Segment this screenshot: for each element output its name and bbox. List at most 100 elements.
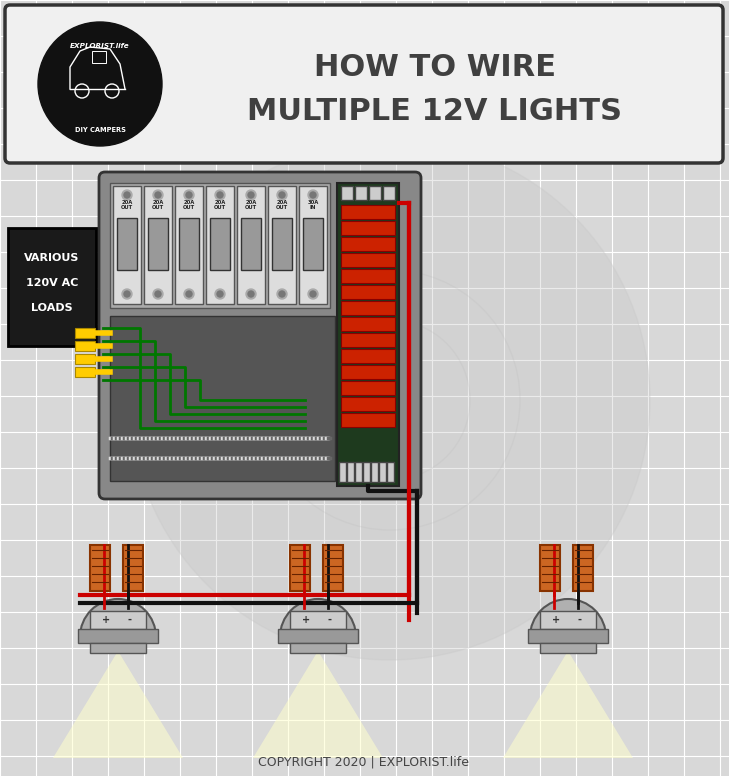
Text: 20A
OUT: 20A OUT: [276, 199, 288, 210]
Circle shape: [155, 291, 161, 297]
Text: HOW TO WIRE: HOW TO WIRE: [314, 54, 556, 82]
Bar: [371, 462, 378, 482]
Bar: [387, 462, 394, 482]
Bar: [78, 629, 158, 643]
Bar: [347, 462, 354, 482]
Text: 20A
OUT: 20A OUT: [183, 199, 195, 210]
Circle shape: [277, 190, 287, 200]
Bar: [113, 186, 141, 304]
Bar: [573, 545, 593, 591]
Circle shape: [215, 289, 225, 299]
Text: +: +: [102, 615, 110, 625]
Circle shape: [186, 192, 192, 198]
Bar: [290, 545, 310, 591]
Bar: [299, 186, 327, 304]
Bar: [117, 218, 137, 270]
Bar: [341, 301, 395, 315]
Circle shape: [153, 289, 163, 299]
Circle shape: [308, 289, 318, 299]
Bar: [272, 218, 292, 270]
FancyBboxPatch shape: [5, 5, 723, 163]
Text: -: -: [578, 615, 582, 625]
Bar: [290, 643, 346, 653]
Circle shape: [279, 192, 285, 198]
Bar: [355, 462, 362, 482]
Bar: [290, 611, 346, 629]
Polygon shape: [503, 651, 633, 758]
Bar: [369, 186, 381, 200]
Bar: [210, 218, 230, 270]
Circle shape: [184, 190, 194, 200]
Circle shape: [153, 190, 163, 200]
Bar: [363, 462, 370, 482]
Wedge shape: [530, 599, 606, 637]
Bar: [341, 253, 395, 267]
Bar: [8, 228, 96, 346]
Bar: [303, 218, 323, 270]
Bar: [341, 317, 395, 331]
Bar: [323, 545, 343, 591]
Text: +: +: [302, 615, 310, 625]
Bar: [206, 186, 234, 304]
Bar: [110, 316, 335, 481]
Bar: [90, 643, 146, 653]
Circle shape: [308, 190, 318, 200]
Bar: [179, 218, 199, 270]
Bar: [540, 545, 560, 591]
Bar: [110, 183, 330, 308]
Text: LOADS: LOADS: [31, 303, 73, 313]
Circle shape: [122, 190, 132, 200]
Circle shape: [155, 192, 161, 198]
FancyBboxPatch shape: [99, 172, 421, 499]
Bar: [341, 365, 395, 379]
Text: MULTIPLE 12V LIGHTS: MULTIPLE 12V LIGHTS: [248, 98, 623, 126]
Text: 120V AC: 120V AC: [26, 278, 78, 288]
Bar: [341, 269, 395, 283]
Wedge shape: [80, 599, 156, 637]
Text: 20A
OUT: 20A OUT: [245, 199, 257, 210]
Text: -: -: [128, 615, 132, 625]
Bar: [341, 237, 395, 251]
Bar: [540, 643, 596, 653]
Bar: [341, 285, 395, 299]
Wedge shape: [280, 599, 356, 637]
Bar: [144, 186, 172, 304]
Circle shape: [130, 140, 650, 660]
Bar: [337, 183, 399, 486]
Text: -: -: [328, 615, 332, 625]
Bar: [339, 462, 346, 482]
Bar: [92, 51, 106, 63]
Polygon shape: [53, 651, 183, 758]
Bar: [268, 186, 296, 304]
Bar: [341, 413, 395, 427]
Bar: [75, 328, 95, 338]
Circle shape: [38, 22, 162, 146]
Bar: [278, 629, 358, 643]
Bar: [90, 611, 146, 629]
Text: +: +: [552, 615, 560, 625]
Bar: [148, 218, 168, 270]
Bar: [341, 221, 395, 235]
Text: 20A
OUT: 20A OUT: [152, 199, 164, 210]
Circle shape: [279, 291, 285, 297]
Text: 20A
OUT: 20A OUT: [121, 199, 133, 210]
Text: 30A
IN: 30A IN: [308, 199, 319, 210]
Polygon shape: [253, 651, 383, 758]
Circle shape: [215, 190, 225, 200]
Circle shape: [248, 291, 254, 297]
Bar: [355, 186, 367, 200]
Circle shape: [277, 289, 287, 299]
Circle shape: [124, 192, 130, 198]
Bar: [237, 186, 265, 304]
Bar: [123, 545, 143, 591]
Bar: [175, 186, 203, 304]
Circle shape: [310, 291, 316, 297]
Bar: [540, 611, 596, 629]
Text: 20A
OUT: 20A OUT: [214, 199, 226, 210]
Circle shape: [248, 192, 254, 198]
Bar: [528, 629, 608, 643]
Bar: [75, 354, 95, 364]
Circle shape: [186, 291, 192, 297]
Circle shape: [122, 289, 132, 299]
Circle shape: [217, 192, 223, 198]
